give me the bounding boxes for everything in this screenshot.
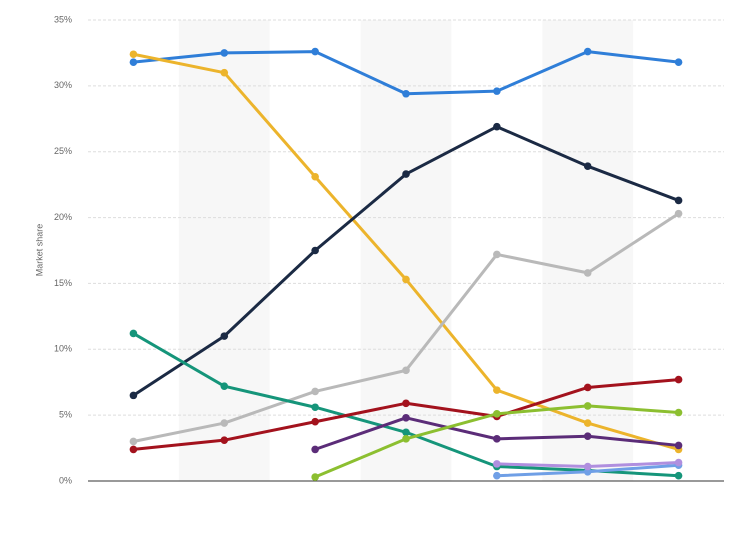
data-point [493,435,501,443]
y-tick-label: 0% [59,475,72,485]
y-tick-label: 5% [59,410,72,420]
data-point [583,467,592,476]
data-point [674,441,683,450]
data-point [402,435,410,443]
data-point [493,460,501,468]
data-point [311,172,319,181]
data-point [493,122,501,131]
y-tick-label: 25% [54,146,72,156]
data-point [220,382,229,390]
data-point [674,408,683,417]
data-point [402,275,410,284]
data-point [583,269,592,277]
band-stripe [360,20,452,481]
data-point [311,417,319,426]
data-point [493,410,501,418]
data-point [129,58,138,66]
band-stripe [178,20,270,481]
data-point [402,170,410,178]
data-point [220,332,229,340]
y-tick-label: 35% [54,14,72,24]
data-point [674,458,683,467]
data-point [129,329,138,338]
data-point [583,462,592,471]
data-point [583,162,592,171]
data-point [493,471,501,480]
data-point [674,58,683,66]
data-point [220,68,229,77]
data-point [311,387,319,396]
data-point [493,386,501,394]
data-point [493,87,501,95]
data-point [220,419,229,427]
data-point [129,391,138,400]
y-tick-label: 30% [54,80,72,90]
data-point [129,50,138,59]
y-tick-label: 20% [54,212,72,222]
data-point [674,209,683,218]
data-point [402,89,410,98]
data-point [220,436,229,444]
y-tick-label: 10% [54,344,72,354]
y-axis-label: Market share [34,224,44,277]
data-point [311,445,319,454]
data-point [674,375,683,384]
data-point [402,413,410,422]
data-point [402,428,410,437]
data-point [493,250,501,259]
data-point [583,432,592,441]
data-point [311,47,319,56]
data-point [311,246,319,255]
data-point [129,437,138,446]
data-point [402,366,410,375]
data-point [674,471,683,480]
data-point [402,399,410,408]
data-point [311,473,319,481]
data-point [583,383,592,392]
data-point [674,196,683,205]
data-point [220,49,229,57]
data-point [583,402,592,410]
data-point [129,445,138,454]
data-point [583,47,592,56]
y-tick-label: 15% [54,278,72,288]
data-point [583,419,592,427]
data-point [311,403,319,412]
